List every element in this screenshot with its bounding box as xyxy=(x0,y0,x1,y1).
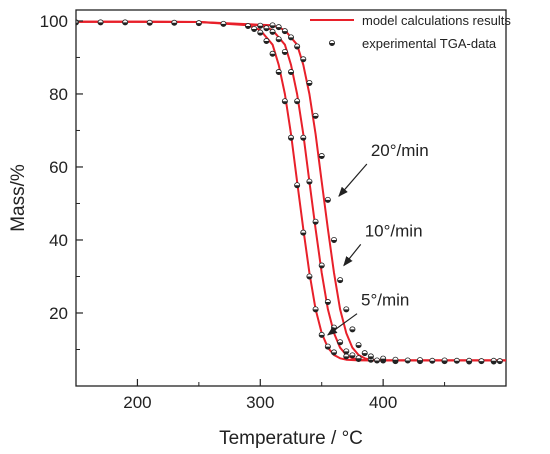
experimental-point-2-1 xyxy=(275,24,282,31)
ticks-layer: 200 300 400 20 40 60 80 100 xyxy=(40,12,507,412)
experimental-point-1-23 xyxy=(496,358,503,365)
experimental-point-2-17 xyxy=(380,355,387,362)
y-tick-label-4: 100 xyxy=(40,12,68,31)
experimental-point-1-3 xyxy=(275,36,282,43)
experimental-point-2-18 xyxy=(392,356,399,363)
experimental-point-1-14 xyxy=(343,348,350,355)
experimental-point-2-15 xyxy=(361,350,368,357)
experimental-point-1-5 xyxy=(287,69,294,76)
x-axis-title: Temperature / °C xyxy=(219,428,363,449)
experimental-point-2-16 xyxy=(367,353,374,360)
experimental-point-1-0 xyxy=(257,22,264,29)
experimental-point-2-14 xyxy=(355,342,362,349)
experimental-point-1-20 xyxy=(429,357,436,364)
annotation-arrow-2 xyxy=(327,313,358,336)
annotation-label-1: 10°/min xyxy=(365,221,423,240)
experimental-point-1-11 xyxy=(324,299,331,306)
experimental-point-0-21 xyxy=(330,349,337,356)
experimental-point-1-4 xyxy=(281,48,288,55)
x-tick-label-1: 300 xyxy=(246,393,274,412)
x-tick-label-2: 400 xyxy=(369,393,397,412)
legend-label-experimental: experimental TGA-data xyxy=(362,36,497,51)
experimental-point-0-13 xyxy=(281,98,288,105)
legend: model calculations results experimental … xyxy=(310,13,511,51)
experimental-point-1-19 xyxy=(404,357,411,364)
y-tick-label-1: 40 xyxy=(49,231,68,250)
x-tick-label-0: 200 xyxy=(123,393,151,412)
series-layer xyxy=(76,19,506,365)
experimental-point-0-4 xyxy=(171,19,178,26)
y-tick-label-2: 60 xyxy=(49,158,68,177)
experimental-point-2-8 xyxy=(318,153,325,160)
experimental-point-1-13 xyxy=(337,339,344,346)
experimental-point-0-11 xyxy=(269,50,276,57)
experimental-point-0-9 xyxy=(257,29,264,36)
experimental-point-1-7 xyxy=(300,134,307,141)
y-tick-label-3: 80 xyxy=(49,85,68,104)
experimental-point-0-24 xyxy=(373,357,380,364)
legend-label-model: model calculations results xyxy=(362,13,511,28)
experimental-point-1-9 xyxy=(312,218,319,225)
y-axis-title: Mass/% xyxy=(8,164,29,232)
plot-frame xyxy=(75,9,507,387)
annotation-arrow-1 xyxy=(343,243,362,267)
experimental-point-2-20 xyxy=(441,357,448,364)
experimental-point-0-19 xyxy=(318,331,325,338)
experimental-point-0-18 xyxy=(312,306,319,313)
experimental-point-1-10 xyxy=(318,262,325,269)
experimental-point-1-22 xyxy=(478,358,485,365)
experimental-point-1-8 xyxy=(306,178,313,185)
experimental-point-0-10 xyxy=(263,38,270,45)
experimental-point-1-2 xyxy=(269,28,276,35)
experimental-point-1-16 xyxy=(355,355,362,362)
experimental-point-2-22 xyxy=(490,357,497,364)
experimental-point-1-1 xyxy=(263,25,270,32)
experimental-point-2-9 xyxy=(324,196,331,203)
annotation-layer: 20°/min 10°/min 5°/min xyxy=(327,141,429,336)
experimental-point-2-7 xyxy=(312,112,319,119)
experimental-point-0-2 xyxy=(122,19,129,26)
experimental-point-0-15 xyxy=(294,182,301,189)
experimental-point-0-12 xyxy=(275,69,282,76)
annotation-label-0: 20°/min xyxy=(371,141,429,160)
annotation-label-2: 5°/min xyxy=(361,291,409,310)
experimental-point-2-5 xyxy=(300,56,307,63)
experimental-point-0-16 xyxy=(300,229,307,236)
experimental-point-0-20 xyxy=(324,343,331,350)
y-tick-label-0: 20 xyxy=(49,304,68,323)
experimental-point-2-3 xyxy=(287,34,294,41)
experimental-point-2-11 xyxy=(337,277,344,284)
experimental-point-0-3 xyxy=(146,19,153,26)
experimental-point-0-22 xyxy=(343,353,350,360)
experimental-point-2-2 xyxy=(281,28,288,35)
experimental-point-0-14 xyxy=(287,134,294,141)
experimental-point-0-17 xyxy=(306,273,313,280)
experimental-point-2-0 xyxy=(269,22,276,29)
plot-area: 200 300 400 20 40 60 80 100 20°/min 10°/min 5°/mi… xyxy=(40,9,507,412)
experimental-point-1-15 xyxy=(349,352,356,359)
experimental-point-2-4 xyxy=(294,43,301,50)
experimental-point-2-13 xyxy=(349,326,356,333)
experimental-point-1-21 xyxy=(453,357,460,364)
experimental-point-2-12 xyxy=(343,306,350,313)
experimental-point-0-8 xyxy=(251,25,258,32)
experimental-point-0-1 xyxy=(97,19,104,26)
experimental-point-0-6 xyxy=(220,20,227,27)
experimental-point-2-21 xyxy=(466,357,473,364)
annotation-arrow-0 xyxy=(338,163,368,197)
experimental-point-2-6 xyxy=(306,80,313,87)
experimental-point-0-5 xyxy=(195,20,202,27)
experimental-point-0-7 xyxy=(244,23,251,30)
experimental-point-2-10 xyxy=(330,236,337,243)
legend-marker-sample xyxy=(328,40,335,47)
experimental-point-1-6 xyxy=(294,98,301,105)
experimental-point-2-19 xyxy=(416,357,423,364)
